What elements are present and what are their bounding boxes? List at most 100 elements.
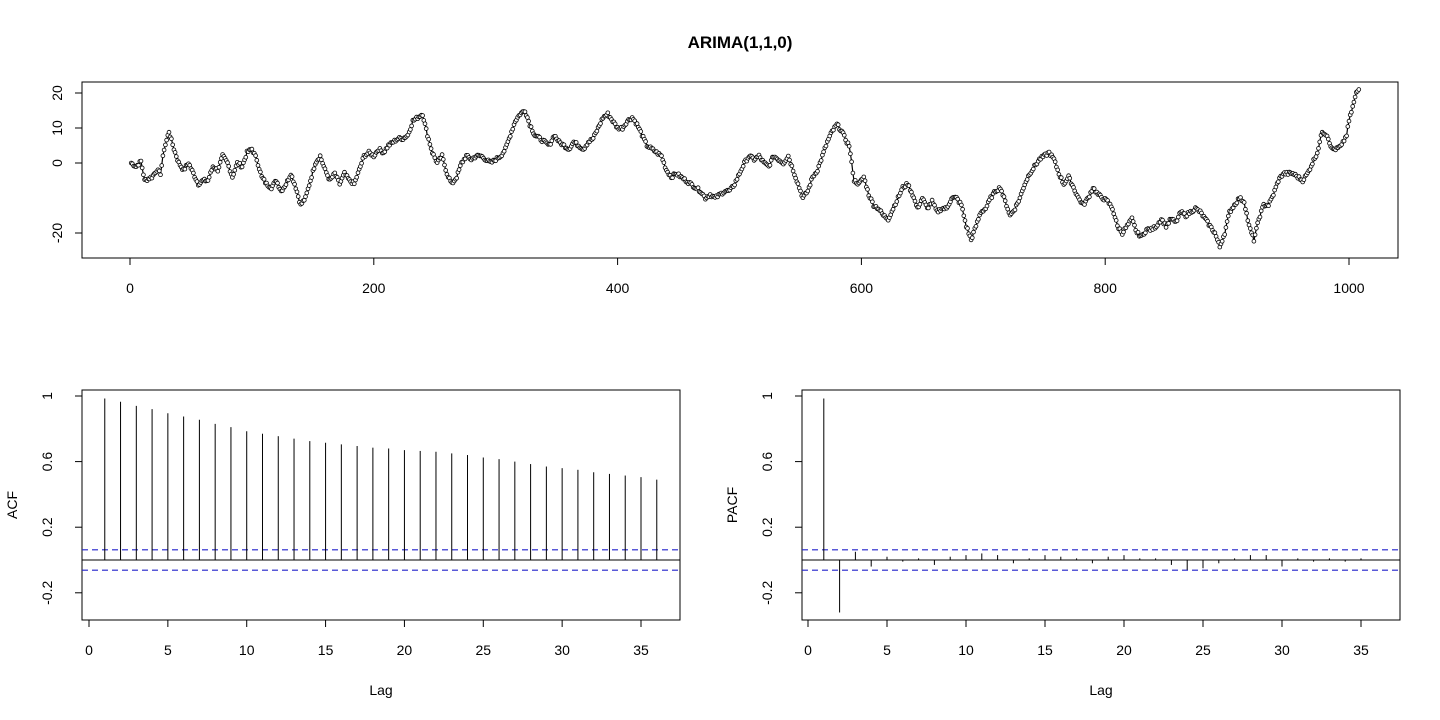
series-point: [226, 164, 232, 169]
series-point: [1166, 221, 1171, 226]
acf-y-axis: -0.2 0.2 0.6 1: [39, 392, 83, 605]
series-point: [1271, 193, 1276, 198]
series-point: [1251, 238, 1257, 244]
series-panel: 0 200 400 600 800 1000 -20 0 10 20: [49, 81, 1399, 296]
series-point: [322, 166, 328, 172]
series-point: [976, 216, 981, 222]
series-x-tick-label: 0: [126, 280, 134, 296]
series-point: [1252, 232, 1258, 238]
series-markers: [128, 87, 1362, 250]
pacf-x-tick-label: 30: [1274, 642, 1290, 658]
series-point: [217, 159, 223, 165]
series-point: [254, 157, 260, 163]
series-point: [598, 121, 603, 126]
series-point: [526, 118, 531, 124]
series-point: [870, 199, 875, 205]
series-point: [1111, 211, 1116, 217]
series-point: [1110, 207, 1115, 212]
series-point: [249, 146, 255, 152]
acf-y-tick-label: 0.2: [39, 517, 55, 537]
series-point: [1067, 175, 1073, 181]
series-point: [454, 175, 460, 181]
series-point: [848, 151, 853, 157]
series-point: [158, 172, 163, 178]
series-point: [1174, 218, 1180, 224]
series-point: [161, 147, 167, 153]
series-point: [157, 168, 162, 174]
series-point: [420, 113, 425, 118]
series-point: [1031, 166, 1036, 172]
series-x-tick-label: 200: [362, 280, 386, 296]
series-point: [295, 194, 301, 199]
series-point: [289, 174, 295, 179]
series-point: [317, 153, 323, 159]
series-point: [1352, 94, 1358, 100]
series-point: [174, 154, 179, 159]
series-point: [1052, 159, 1058, 165]
series-point: [785, 153, 791, 159]
acf-y-tick-label: -0.2: [39, 581, 55, 605]
series-point: [1315, 150, 1320, 156]
pacf-x-tick-label: 25: [1195, 642, 1211, 658]
series-point: [255, 163, 261, 168]
acf-x-axis-label: Lag: [369, 682, 392, 698]
series-x-tick-label: 1000: [1333, 280, 1364, 296]
series-point: [1024, 177, 1030, 182]
pacf-y-tick-label: 0.6: [759, 452, 775, 472]
series-point: [216, 164, 222, 170]
series-point: [1257, 214, 1263, 220]
series-y-axis: -20 0 10 20: [49, 85, 82, 243]
series-point: [638, 129, 644, 134]
series-point: [732, 182, 737, 188]
acf-y-tick-label: 1: [39, 392, 55, 400]
pacf-x-tick-label: 10: [958, 642, 974, 658]
series-point: [182, 166, 188, 172]
series-point: [359, 160, 364, 166]
series-point: [793, 175, 798, 181]
series-point: [1349, 109, 1354, 115]
series-point: [846, 143, 852, 149]
series-point: [989, 195, 995, 201]
series-point: [141, 172, 146, 178]
series-point: [261, 177, 267, 182]
series-point: [999, 188, 1004, 194]
series-point: [849, 159, 854, 165]
series-point: [319, 157, 324, 163]
series-point: [1087, 194, 1092, 200]
series-point: [166, 129, 172, 135]
series-point: [225, 160, 230, 165]
series-point: [443, 168, 449, 173]
series-point: [237, 161, 243, 166]
series-point: [1244, 210, 1249, 216]
series-point: [294, 189, 300, 195]
series-x-tick-label: 400: [606, 280, 630, 296]
pacf-y-axis: -0.2 0.2 0.6 1: [759, 392, 803, 605]
series-point: [159, 163, 165, 168]
series-point: [351, 181, 357, 187]
series-point: [984, 203, 990, 209]
series-point: [835, 122, 841, 127]
series-point: [1326, 136, 1331, 142]
pacf-panel: 0 5 10 15 20 25 30 35 Lag -0.2 0.2 0.6 1 PACF: [724, 389, 1401, 698]
series-point: [634, 121, 640, 126]
series-point: [1059, 175, 1064, 180]
series-point: [790, 168, 796, 174]
series-point: [253, 153, 258, 158]
pacf-y-tick-label: 1: [759, 392, 775, 400]
series-point: [965, 226, 970, 231]
acf-y-axis-label: ACF: [4, 491, 20, 519]
series-point: [440, 157, 446, 162]
series-point: [292, 182, 297, 187]
series-point: [821, 149, 826, 155]
series-point: [301, 198, 307, 203]
series-point: [1344, 133, 1349, 139]
series-point: [740, 163, 746, 169]
series-point: [231, 172, 236, 177]
series-point: [1276, 179, 1281, 185]
acf-y-tick-label: 0.6: [39, 452, 55, 472]
acf-x-tick-label: 30: [554, 642, 570, 658]
series-point: [789, 163, 795, 169]
pacf-x-tick-label: 15: [1037, 642, 1053, 658]
series-point: [354, 175, 360, 180]
